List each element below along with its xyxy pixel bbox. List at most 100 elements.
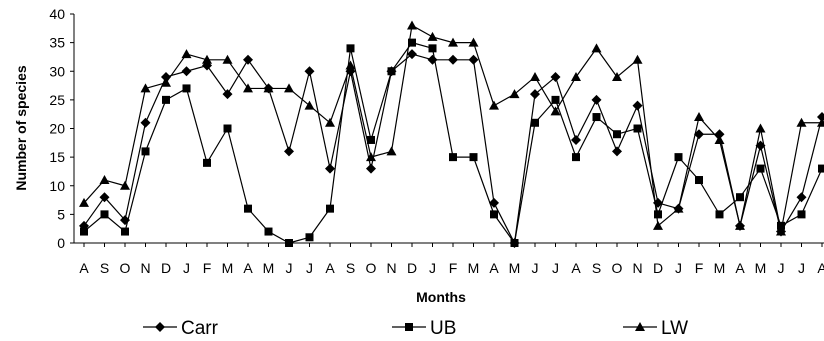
x-tick-label: F [203, 260, 212, 276]
data-point-ub [244, 204, 252, 213]
data-point-lw [489, 100, 499, 110]
x-tick-label: J [798, 260, 805, 276]
data-point-ub [695, 176, 703, 185]
x-tick-label: J [532, 260, 539, 276]
x-tick-label: O [120, 260, 131, 276]
x-tick-label: M [222, 260, 234, 276]
data-point-carr [427, 54, 438, 65]
data-point-carr [304, 66, 315, 77]
y-axis-title: Number of species [13, 65, 29, 190]
data-point-ub [428, 44, 437, 53]
data-point-carr [284, 146, 294, 157]
series-line-carr [83, 53, 823, 244]
x-tick-label: N [632, 260, 642, 276]
y-tick-label: 25 [49, 92, 65, 108]
data-point-ub [613, 130, 621, 139]
data-point-ub [715, 210, 724, 219]
data-point-ub [449, 153, 457, 162]
data-point-lw [99, 175, 110, 185]
legend: Carr UB LW [143, 318, 688, 339]
data-point-ub [121, 227, 129, 236]
legend-label: UB [430, 318, 456, 339]
x-tick-label: J [286, 260, 293, 276]
legend-marker-ub [405, 323, 413, 331]
data-point-ub [326, 204, 334, 213]
y-tick-label: 35 [49, 35, 65, 51]
x-tick-label: D [161, 260, 171, 276]
y-tick-label: 30 [49, 63, 65, 79]
legend-label: Carr [181, 318, 219, 339]
data-point-ub [777, 221, 785, 230]
data-point-lw [530, 71, 540, 81]
y-tick-label: 15 [49, 149, 65, 165]
data-point-lw [222, 54, 233, 64]
x-tick-label: J [306, 260, 313, 276]
x-tick-label: A [243, 260, 253, 276]
series-ub [80, 38, 824, 247]
data-point-lw [632, 54, 643, 64]
y-tick-label: 40 [49, 6, 65, 22]
data-point-ub [387, 67, 396, 76]
data-point-ub [531, 118, 539, 127]
data-point-lw [448, 37, 458, 47]
data-point-ub [408, 38, 416, 47]
data-point-lw [263, 83, 274, 93]
x-tick-label: N [140, 260, 150, 276]
x-tick-label: A [817, 260, 824, 276]
data-point-ub [141, 147, 150, 156]
data-point-carr [796, 192, 807, 203]
data-point-ub [285, 239, 293, 247]
x-axis-title: Months [416, 289, 466, 305]
data-point-carr [571, 134, 581, 145]
legend-item-lw: LW [623, 318, 688, 339]
x-tick-label: A [325, 260, 335, 276]
data-point-lw [735, 220, 745, 230]
x-tick-label: J [675, 260, 682, 276]
data-point-ub [797, 210, 806, 219]
data-point-carr [448, 54, 458, 65]
data-point-lw [386, 146, 397, 156]
y-axis-ticks: 0 5 10 15 20 25 30 35 40 [49, 6, 74, 251]
data-point-carr [99, 192, 110, 203]
data-point-lw [509, 89, 520, 99]
x-tick-label: A [489, 260, 499, 276]
data-point-lw [796, 117, 807, 127]
data-point-carr [407, 49, 417, 60]
data-point-carr [140, 117, 151, 128]
data-point-ub [264, 227, 273, 236]
data-point-lw [427, 31, 438, 41]
legend-marker-carr [155, 322, 165, 332]
data-point-lw [79, 197, 89, 207]
data-point-ub [305, 233, 314, 242]
data-point-ub [367, 135, 375, 144]
x-tick-label: M [468, 260, 480, 276]
data-point-ub [223, 124, 232, 133]
legend-marker-lw [635, 322, 645, 331]
data-point-lw [181, 49, 192, 59]
data-point-lw [140, 83, 151, 93]
x-tick-label: A [79, 260, 89, 276]
y-tick-label: 20 [49, 121, 65, 137]
data-point-carr [325, 163, 335, 174]
data-point-carr [468, 54, 479, 65]
data-point-lw [407, 20, 417, 30]
x-tick-label: J [552, 260, 559, 276]
x-tick-label: A [735, 260, 745, 276]
x-tick-label: S [592, 260, 601, 276]
series-group [79, 20, 824, 248]
data-point-ub [818, 164, 824, 173]
data-point-lw [325, 117, 335, 127]
data-point-ub [674, 153, 683, 162]
x-tick-label: S [346, 260, 355, 276]
x-tick-label: M [509, 260, 521, 276]
axes [73, 14, 824, 244]
data-point-lw [817, 117, 824, 127]
data-point-carr [550, 71, 561, 82]
data-point-carr [243, 54, 253, 65]
data-point-lw [468, 37, 479, 47]
y-tick-label: 0 [57, 235, 65, 251]
data-point-carr [694, 129, 704, 140]
x-tick-label: N [386, 260, 396, 276]
x-tick-label: J [778, 260, 785, 276]
